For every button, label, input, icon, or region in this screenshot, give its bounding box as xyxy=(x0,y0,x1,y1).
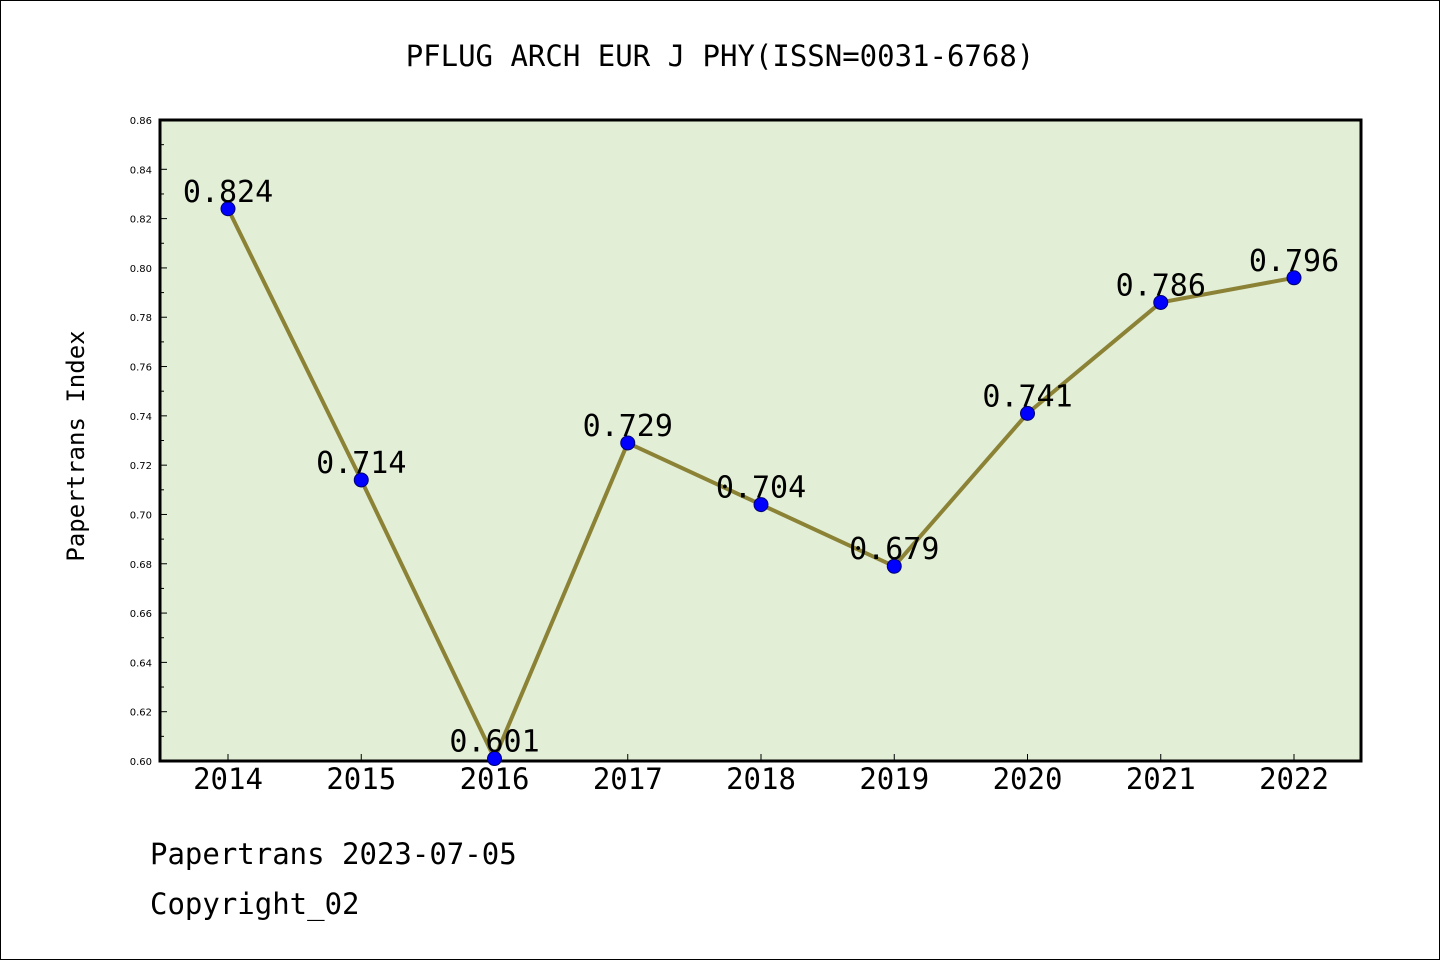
x-tick-label: 2017 xyxy=(593,762,663,796)
data-labels-group: 0.824 0.714 0.601 0.729 0.704 0.679 0.741 0.786… xyxy=(183,175,1339,760)
y-tick-label: 0.70 xyxy=(130,510,152,521)
x-tick-label: 2015 xyxy=(326,762,396,796)
chart-title: PFLUG ARCH EUR J PHY(ISSN=0031-6768) xyxy=(406,39,1035,73)
y-tick-label: 0.62 xyxy=(130,708,152,719)
y-tick-label: 0.64 xyxy=(130,658,152,669)
data-point-2022 xyxy=(1286,270,1302,286)
y-tick-label: 0.86 xyxy=(130,116,152,127)
x-axis: 2014 2015 2016 2017 2018 2019 2020 2021 2022 xyxy=(193,754,1329,796)
x-tick-label: 2020 xyxy=(993,762,1063,796)
y-tick-label: 0.66 xyxy=(130,609,152,620)
data-label-2019: 0.679 xyxy=(849,532,939,567)
data-point-2015 xyxy=(353,472,369,488)
data-point-2014 xyxy=(220,201,236,217)
plot-area xyxy=(158,118,1363,763)
data-label-2022: 0.796 xyxy=(1249,244,1339,279)
data-label-2017: 0.729 xyxy=(583,409,673,444)
data-label-2018: 0.704 xyxy=(716,471,806,506)
y-tick-label: 0.60 xyxy=(130,757,152,768)
y-tick-label: 0.68 xyxy=(130,560,152,571)
data-label-2020: 0.741 xyxy=(982,379,1072,414)
x-tick-label: 2016 xyxy=(460,762,530,796)
data-label-2021: 0.786 xyxy=(1116,268,1206,303)
y-tick-label: 0.72 xyxy=(130,461,152,472)
x-tick-label: 2022 xyxy=(1259,762,1329,796)
data-label-2015: 0.714 xyxy=(316,446,406,481)
y-tick-label: 0.80 xyxy=(130,264,152,275)
data-point-2020 xyxy=(1020,405,1035,421)
y-axis: 0.60 0.62 0.64 0.66 0.68 0.70 0.72 0.74 0.76 0.78… xyxy=(130,116,167,768)
y-tick-label: 0.82 xyxy=(130,215,152,226)
data-point-2016 xyxy=(487,751,502,767)
data-label-2014: 0.824 xyxy=(183,175,273,210)
data-point-2021 xyxy=(1153,294,1169,310)
x-tick-label: 2019 xyxy=(859,762,929,796)
x-tick-label: 2021 xyxy=(1126,762,1196,796)
data-point-2019 xyxy=(886,558,902,574)
data-label-2016: 0.601 xyxy=(449,725,539,760)
data-point-2017 xyxy=(620,435,636,451)
series-points-group xyxy=(220,201,1302,767)
footer-date: Papertrans 2023-07-05 xyxy=(150,837,517,871)
y-tick-label: 0.76 xyxy=(130,363,152,374)
data-point-2018 xyxy=(753,497,769,513)
y-axis-label: Papertrans Index xyxy=(62,330,90,561)
footer-copyright: Copyright_02 xyxy=(150,887,360,922)
y-tick-label: 0.78 xyxy=(130,313,152,324)
y-tick-label: 0.74 xyxy=(130,412,152,423)
y-tick-label: 0.84 xyxy=(130,165,152,176)
x-tick-label: 2014 xyxy=(193,762,263,796)
x-tick-label: 2018 xyxy=(726,762,796,796)
